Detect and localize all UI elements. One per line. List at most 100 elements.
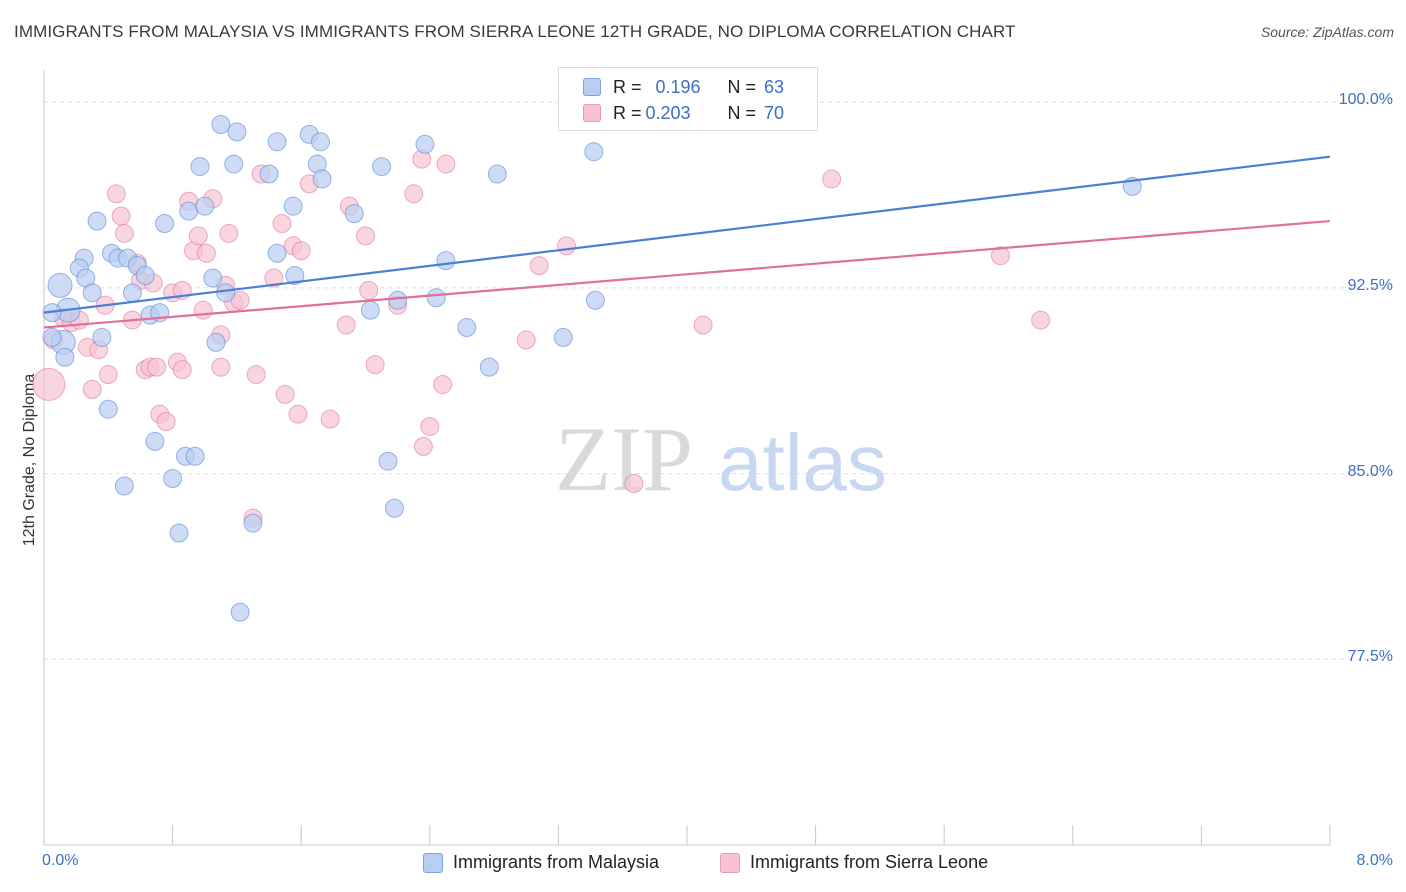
sierra-leone-point <box>413 436 433 456</box>
malaysia-point <box>163 469 183 489</box>
sierra-leone-point <box>516 330 536 350</box>
trend-lines <box>43 155 1331 329</box>
malaysia-point <box>47 272 73 298</box>
r-value: 0.203 <box>645 102 691 123</box>
legend-item-malaysia: Immigrants from Malaysia <box>423 852 659 873</box>
malaysia-point <box>42 327 62 347</box>
malaysia-point <box>55 347 75 367</box>
sierra-leone-point <box>556 236 576 256</box>
malaysia-point <box>190 157 210 177</box>
r-label: R = <box>613 102 642 123</box>
malaysia-point <box>206 332 226 352</box>
sierra-leone-point <box>111 206 131 226</box>
sierra-leone-point <box>156 412 176 432</box>
watermark-atlas: atlas <box>718 418 887 507</box>
source-label: Source: ZipAtlas.com <box>1260 24 1394 40</box>
malaysia-point <box>135 266 155 286</box>
sierra-leone-point <box>272 214 292 234</box>
sierra-leone-point <box>188 226 208 246</box>
sierra-leone-point <box>433 374 453 394</box>
sierra-leone-swatch <box>720 852 740 873</box>
legend-row-sierra-leone: R = 0.203 N = 70 <box>583 101 784 125</box>
malaysia-point <box>267 132 287 152</box>
r-value: 0.196 <box>655 76 701 97</box>
malaysia-point <box>283 196 303 216</box>
legend-label: Immigrants from Sierra Leone <box>750 852 989 872</box>
sierra-leone-point <box>246 365 266 385</box>
malaysia-point <box>585 290 605 310</box>
malaysia-point <box>426 288 446 308</box>
malaysia-point <box>285 266 305 286</box>
malaysia-point <box>310 132 330 152</box>
malaysia-point <box>378 451 398 471</box>
malaysia-point <box>155 214 175 234</box>
sierra-leone-point <box>288 404 308 424</box>
n-value: 70 <box>764 102 785 123</box>
malaysia-point <box>344 204 364 224</box>
sierra-leone-point <box>106 184 126 204</box>
y-tick-label: 85.0% <box>1347 462 1393 480</box>
sierra-leone-point <box>529 256 549 276</box>
legend-item-sierra-leone: Immigrants from Sierra Leone <box>720 852 988 873</box>
sierra-leone-point <box>336 315 356 335</box>
malaysia-point <box>169 523 189 543</box>
malaysia-point <box>122 283 142 303</box>
n-label: N = <box>727 76 757 97</box>
sierra-leone-point <box>82 379 102 399</box>
malaysia-point <box>267 243 287 263</box>
malaysia-point <box>415 134 435 154</box>
sierra-leone-point <box>320 409 340 429</box>
malaysia-point <box>230 602 250 622</box>
sierra-leone-point <box>275 384 295 404</box>
malaysia-point <box>114 476 134 496</box>
legend-label: Immigrants from Malaysia <box>453 852 660 872</box>
axes <box>43 70 1331 846</box>
y-tick-label: 77.5% <box>1347 648 1393 666</box>
chart-title: IMMIGRANTS FROM MALAYSIA VS IMMIGRANTS F… <box>14 22 1016 41</box>
sierra-leone-point <box>98 365 118 385</box>
malaysia-point <box>227 122 247 142</box>
malaysia-point <box>185 446 205 466</box>
malaysia-point <box>436 251 456 271</box>
sierra-leone-point <box>822 169 842 189</box>
sierra-leone-point <box>172 360 192 380</box>
x-tick-label-max: 8.0% <box>1356 852 1393 869</box>
malaysia-swatch <box>583 78 601 96</box>
x-tick-label-min: 0.0% <box>42 852 79 869</box>
malaysia-point <box>312 169 332 189</box>
sierra-leone-point <box>147 357 167 377</box>
malaysia-point <box>487 164 507 184</box>
sierra-leone-point <box>436 154 456 174</box>
series-sierra-leone-points <box>32 90 1051 528</box>
sierra-leone-swatch <box>583 104 601 122</box>
malaysia-point <box>216 283 236 303</box>
malaysia-point <box>145 431 165 451</box>
sierra-leone-point <box>356 226 375 246</box>
sierra-leone-point <box>359 280 379 300</box>
malaysia-point <box>259 164 279 184</box>
malaysia-point <box>98 399 118 419</box>
malaysia-point <box>479 357 499 377</box>
sierra-leone-point <box>32 367 66 401</box>
sierra-leone-point <box>196 243 216 263</box>
malaysia-point <box>203 268 223 288</box>
malaysia-point <box>360 300 380 320</box>
sierra-leone-trend-line <box>43 219 1331 329</box>
malaysia-swatch <box>423 852 443 873</box>
sierra-leone-point <box>1031 310 1051 330</box>
malaysia-point <box>82 283 102 303</box>
malaysia-point <box>195 196 215 216</box>
sierra-leone-point <box>291 241 311 261</box>
sierra-leone-point <box>990 246 1010 266</box>
malaysia-point <box>92 327 112 347</box>
y-tick-label: 92.5% <box>1347 276 1393 294</box>
sierra-leone-point <box>211 357 231 377</box>
watermark-zip: ZIP <box>555 408 693 510</box>
sierra-leone-point <box>193 300 213 320</box>
sierra-leone-point <box>219 223 239 243</box>
malaysia-point <box>372 157 392 177</box>
sierra-leone-point <box>420 417 440 437</box>
malaysia-point <box>388 290 408 310</box>
series-malaysia-points <box>42 114 1142 622</box>
malaysia-point <box>179 201 199 221</box>
